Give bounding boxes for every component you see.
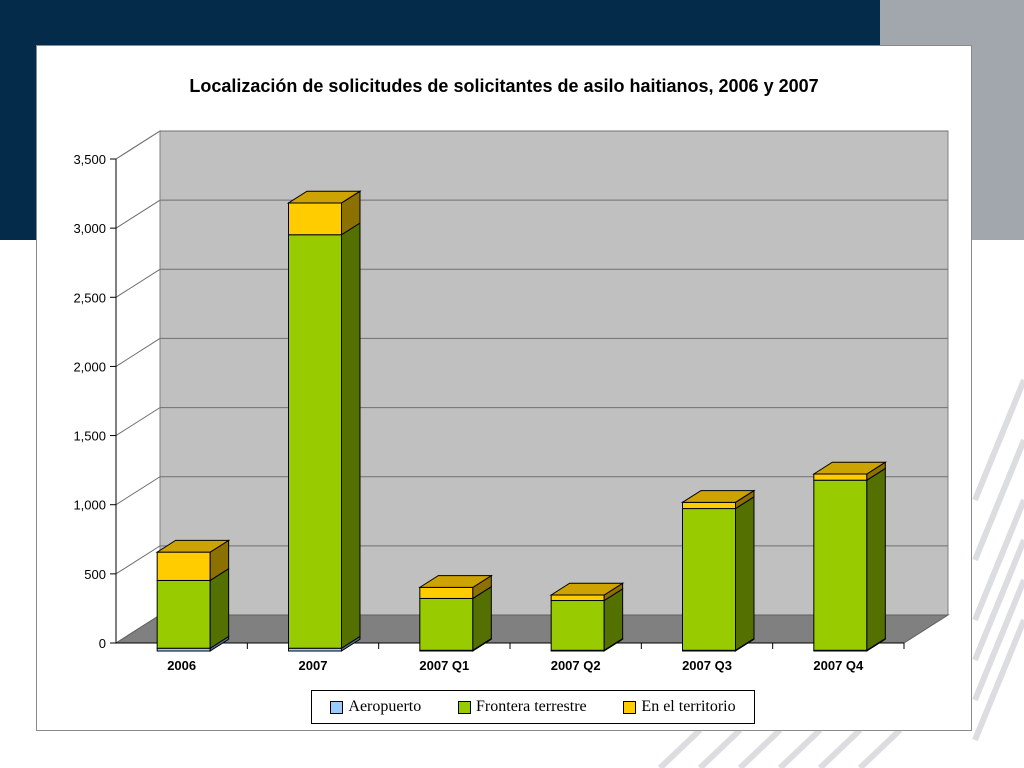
legend-swatch-aeropuerto <box>330 700 344 714</box>
bar-segment <box>419 597 474 651</box>
gridline <box>115 407 948 436</box>
x-tick-label: 2006 <box>167 658 196 673</box>
bar-top <box>812 461 888 475</box>
y-tick-label: 1,500 <box>73 429 106 444</box>
legend-swatch-frontera <box>458 700 472 714</box>
bar-side <box>341 222 361 650</box>
legend-swatch-territorio <box>623 700 637 714</box>
bar-segment <box>419 586 474 599</box>
gridline <box>115 268 948 298</box>
bar-top <box>155 539 231 553</box>
y-tick-label: 2,000 <box>73 359 106 374</box>
chart-legend: Aeropuerto Frontera terrestre En el terr… <box>311 690 755 724</box>
legend-item-territorio: En el territorio <box>623 698 736 716</box>
y-tick-label: 3,500 <box>73 152 106 167</box>
legend-label-frontera: Frontera terrestre <box>476 698 587 715</box>
x-tick-label: 2007 <box>299 658 328 673</box>
bar-top <box>418 575 494 588</box>
chart-frame: Localización de solicitudes de solicitan… <box>36 45 972 731</box>
x-tick-label: 2007 Q3 <box>682 658 732 673</box>
y-tick-label: 0 <box>99 636 106 651</box>
legend-label-aeropuerto: Aeropuerto <box>348 698 422 715</box>
bar-segment <box>550 594 605 602</box>
x-tick-label: 2007 Q1 <box>419 658 469 673</box>
bar-top <box>286 190 362 204</box>
gridline <box>115 476 948 506</box>
x-tick-label: 2007 Q4 <box>813 658 864 673</box>
y-tick-label: 3,000 <box>73 221 106 236</box>
bar-side <box>866 467 886 652</box>
legend-item-aeropuerto: Aeropuerto <box>330 698 421 716</box>
gridline <box>115 199 948 229</box>
y-tick-label: 2,500 <box>73 290 106 305</box>
chart-side-wall <box>115 130 161 644</box>
y-tick-label: 1,000 <box>73 498 106 513</box>
gridline <box>115 337 948 367</box>
bar-top <box>549 582 625 596</box>
bar-top <box>680 490 756 503</box>
bar-side <box>735 495 755 652</box>
gridline <box>115 130 948 160</box>
bar-side <box>209 567 230 650</box>
bar-segment <box>288 234 342 649</box>
chart-title: Localización de solicitudes de solicitan… <box>189 76 819 96</box>
legend-label-territorio: En el territorio <box>641 698 736 715</box>
bar-segment <box>682 501 736 510</box>
bar-segment <box>682 508 736 651</box>
y-tick-label: 500 <box>84 567 106 582</box>
bar-segment <box>550 600 605 651</box>
legend-item-frontera: Frontera terrestre <box>458 698 587 716</box>
bar-segment <box>156 579 211 649</box>
x-tick-label: 2007 Q2 <box>551 658 601 673</box>
chart-plot: 0 500 1,000 1,500 2,000 2,500 3,000 3,500 2006 20… <box>73 130 950 673</box>
bar-segment <box>813 473 868 481</box>
bar-segment <box>156 551 211 581</box>
bar-segment <box>288 202 342 236</box>
bar-segment <box>813 479 868 651</box>
